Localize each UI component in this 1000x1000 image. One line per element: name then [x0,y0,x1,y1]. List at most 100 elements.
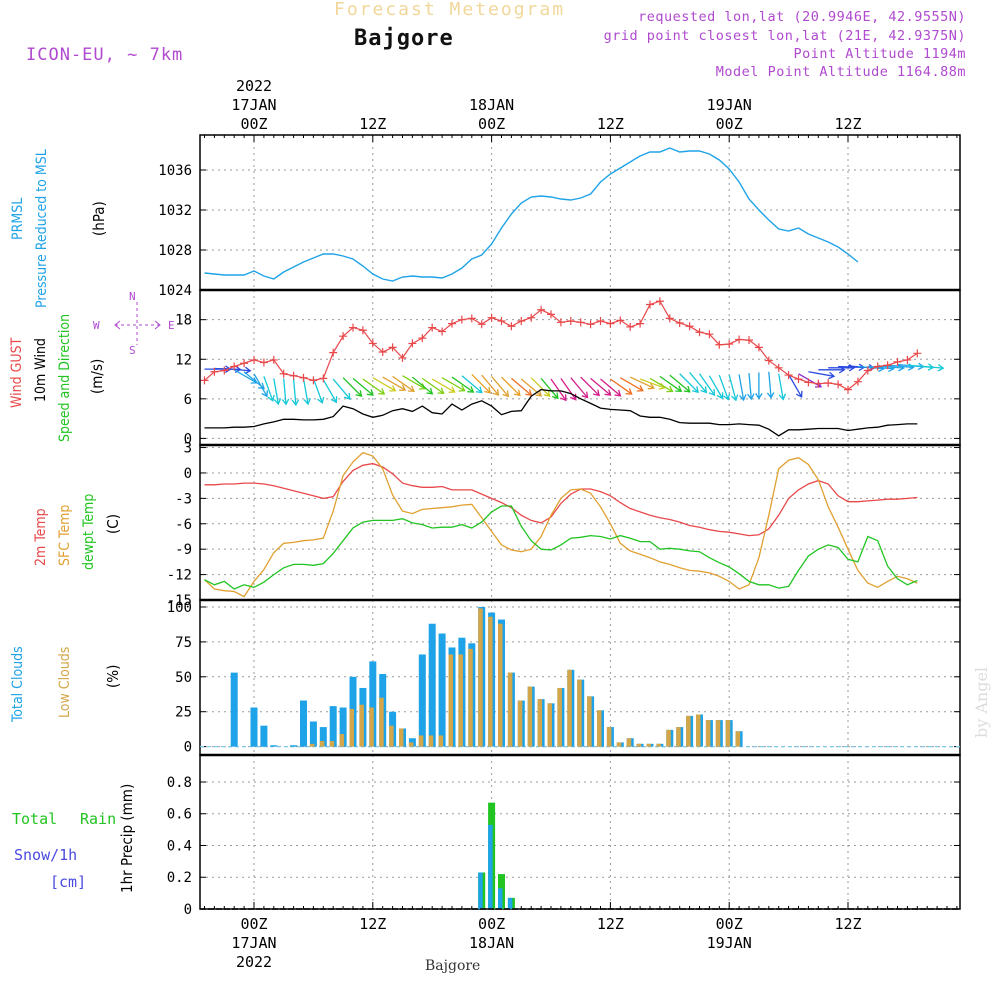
low-cloud-bar [349,708,354,747]
compass-w: W [93,319,100,332]
wind-arrow [312,378,323,404]
wind-arrow [857,365,884,370]
low-cloud-bar [468,648,473,747]
y-tick-label: 0 [184,431,192,447]
bottom-time-label: 00Z [240,915,267,933]
wind-arrow [629,376,655,389]
wind-gust-marker [507,322,516,331]
wind-arrow-head [560,394,567,402]
wind-gust-marker [259,358,268,367]
wind-arrow-head [625,388,633,395]
total-cloud-bar [339,707,347,747]
wind-arrow [649,377,673,392]
wind-gust-marker [705,330,714,339]
wind-arrow-head [647,382,655,390]
wind-gust-marker [418,334,427,343]
y-tick-label: 1024 [158,283,192,299]
low-cloud-bar [319,741,325,747]
top-time-label: 00Z [240,115,267,133]
wind-arrow [778,373,784,400]
wind-gust-marker [279,369,288,378]
model-label: ICON-EU, ~ 7km [26,45,184,65]
low-cloud-bar [498,623,503,747]
wind-arrow-head [458,385,466,392]
wind-arrow-head [535,389,543,397]
low-cloud-bar [715,720,721,747]
wind-arrow [798,373,822,388]
wind-gust-marker [576,318,585,327]
wind-arrow [728,374,737,401]
wind-arrow-head [937,363,945,372]
snow-bar [478,872,483,909]
grid-coords: grid point closest lon,lat (21E, 42.9375… [603,28,966,44]
low-cloud-bar [438,735,444,747]
wind-gust-marker [844,385,852,394]
temp-dewpt-label: dewpt Temp [81,493,97,570]
wind-gust-marker [685,322,694,331]
top-date-label: 18JAN [469,96,514,114]
wind-arrow [560,378,577,401]
wind-arrow-head [700,386,708,394]
wind-arrow-head [723,393,731,401]
y-tick-label: 0 [184,466,192,482]
wind-arrow [887,364,914,369]
wind-arrow-head [543,390,551,397]
wind-arrow-head [355,390,363,397]
compass-e: E [168,319,175,332]
wind-gust-marker [804,378,813,387]
bottom-time-label: 00Z [478,915,505,933]
y-tick-label: 0.8 [167,775,192,791]
wind-arrow-head [418,383,427,390]
snow-bar [507,897,513,909]
wind-arrow [590,377,611,396]
wind-arrow [540,377,559,399]
dewpt-line [204,505,918,590]
wind-arrow-head [796,390,803,398]
y-tick-label: 6 [184,392,192,408]
precip-rain-label: Rain [80,810,117,828]
total-cloud-bar [290,745,298,747]
low-cloud-bar [458,654,463,747]
wind-arrow-head [407,385,415,393]
wind-gust-marker [616,316,625,325]
wind-arrow [659,375,682,392]
low-cloud-bar [369,707,374,747]
y-tick-label: 0 [184,740,192,756]
wind-arrow-head [399,384,407,391]
top-year-label: 2022 [236,77,272,95]
wind-arrow-head [636,385,644,392]
total-cloud-bar [250,707,258,747]
wind-arrow-head [437,387,445,395]
snow-bar [488,824,493,909]
low-cloud-bar [725,720,731,747]
wind-gust-marker [893,357,902,366]
wind-arrow [580,376,600,396]
clouds-total-label: Total Clouds [10,646,26,722]
bottom-time-label: 12Z [597,915,624,933]
location-title: Bajgore [354,26,454,51]
wind-arrow [768,371,772,398]
wind-arrow-head [467,386,475,393]
wind-gust-marker [883,361,892,370]
total-cloud-bar [369,661,377,747]
wind-arrow [402,375,426,390]
y-tick-label: 1028 [158,243,192,259]
low-cloud-bar [408,742,414,747]
wind-arrow-head [683,385,691,393]
wind-arrow-head [448,386,456,393]
wind-arrow-head [581,391,589,399]
wind-arrow [471,373,491,394]
top-time-label: 00Z [478,115,505,133]
wind-10m-line [204,388,918,437]
wind-arrow-head [281,398,290,406]
wind-arrow [520,378,542,397]
wind-arrow [867,365,894,370]
wind-gust-marker [556,318,565,327]
wind-arrow [917,365,944,369]
wind-arrow [698,373,715,396]
wind-arrow-head [330,396,338,404]
wind-arrow-head [766,392,775,399]
wind-arrow [570,377,589,399]
low-cloud-bar [696,714,701,747]
model-altitude: Model Point Altitude 1164.88m [715,64,966,80]
